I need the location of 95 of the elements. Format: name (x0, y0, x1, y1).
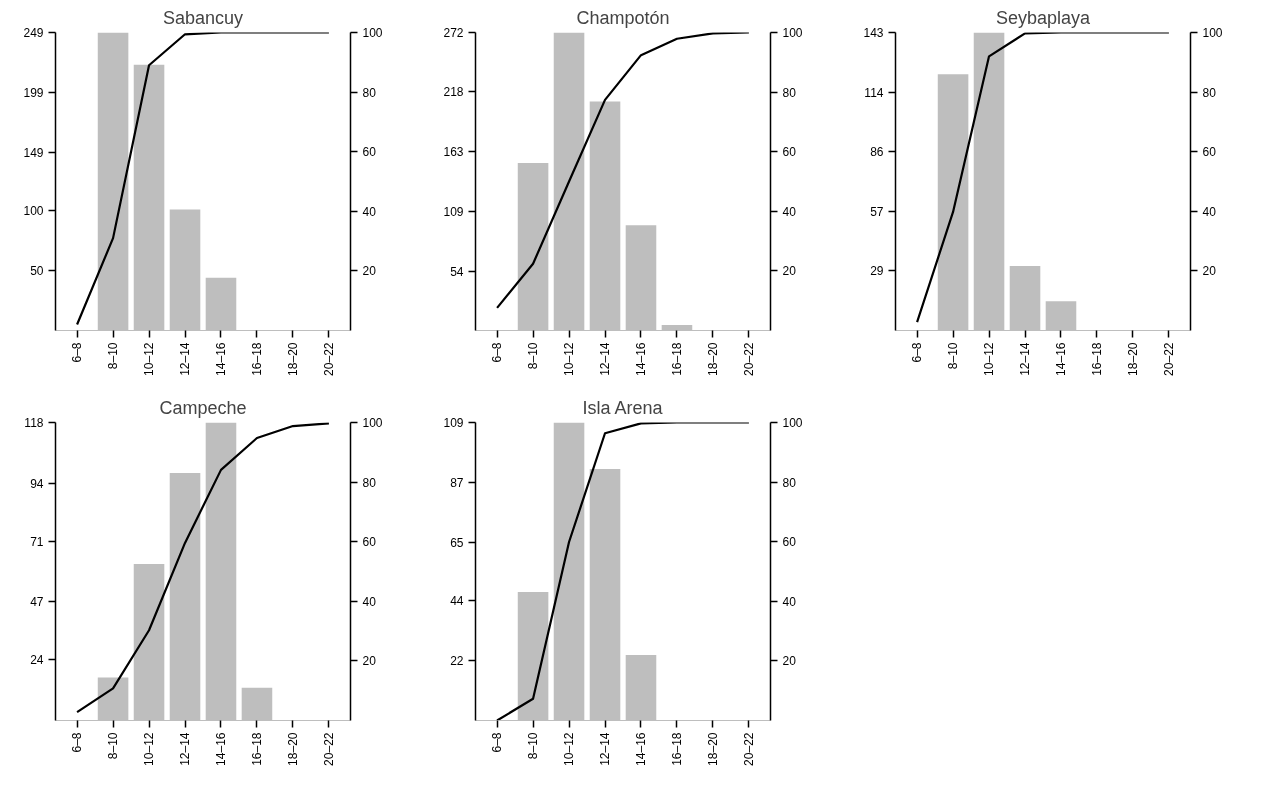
y-tick-label: 109 (443, 416, 464, 430)
y2-tick-label: 80 (362, 85, 377, 100)
y-tick-label: 44 (450, 593, 464, 608)
x-tick-label: 6–8 (490, 342, 505, 363)
y2-tick-label: 60 (782, 535, 797, 550)
y-tick-label: 50 (30, 264, 44, 279)
x-tick-label: 14–16 (633, 732, 648, 766)
chart-title: Seybaplaya (995, 7, 1092, 28)
y-tick-label: 71 (30, 534, 44, 549)
y-tick-label: 86 (870, 144, 884, 159)
y2-tick-label: 100 (782, 26, 803, 40)
x-tick-label: 12–14 (598, 732, 613, 766)
x-tick-label: 18–20 (285, 342, 300, 376)
y2-tick-label: 100 (362, 416, 383, 430)
y-tick-label: 163 (443, 145, 464, 160)
x-tick-label: 10–12 (142, 732, 157, 766)
y2-tick-label: 20 (362, 654, 377, 669)
chart-title: Sabancuy (162, 7, 244, 28)
x-tick-label: 14–16 (213, 732, 228, 766)
y-tick-label: 65 (450, 536, 464, 551)
x-tick-label: 14–16 (633, 342, 648, 376)
y-tick-label: 29 (870, 263, 884, 278)
y2-tick-label: 80 (782, 475, 797, 490)
x-tick-label: 20–22 (1161, 342, 1176, 376)
x-tick-label: 18–20 (705, 342, 720, 376)
x-tick-label: 12–14 (1018, 342, 1033, 376)
y2-tick-label: 80 (782, 85, 797, 100)
y2-tick-label: 40 (362, 594, 377, 609)
x-tick-label: 16–18 (669, 732, 684, 766)
x-tick-label: 16–18 (669, 342, 684, 376)
y-tick-label: 249 (23, 26, 44, 40)
x-tick-label: 20–22 (321, 342, 336, 376)
x-tick-label: 10–12 (982, 342, 997, 376)
y-tick-label: 143 (863, 26, 884, 40)
x-tick-label: 10–12 (562, 342, 577, 376)
x-tick-label: 20–22 (321, 732, 336, 766)
x-tick-label: 8–10 (526, 732, 541, 760)
y-tick-label: 118 (24, 416, 44, 430)
y-tick-label: 218 (443, 85, 464, 100)
y-tick-label: 272 (443, 26, 464, 40)
x-tick-label: 6–8 (70, 342, 85, 363)
y2-tick-label: 60 (782, 145, 797, 160)
y-tick-label: 57 (870, 205, 884, 220)
y-tick-label: 199 (23, 85, 44, 100)
x-tick-label: 8–10 (946, 342, 961, 370)
y2-tick-label: 100 (782, 416, 803, 430)
y-tick-label: 109 (443, 204, 464, 219)
x-tick-label: 16–18 (249, 342, 264, 376)
x-tick-label: 12–14 (598, 342, 613, 376)
y2-tick-label: 40 (782, 594, 797, 609)
y-tick-label: 47 (30, 595, 44, 610)
x-tick-label: 16–18 (1089, 342, 1104, 376)
y-tick-label: 54 (450, 264, 464, 279)
x-tick-label: 20–22 (741, 732, 756, 766)
x-tick-label: 10–12 (562, 732, 577, 766)
x-tick-label: 10–12 (142, 342, 157, 376)
y2-tick-label: 40 (362, 204, 377, 219)
x-tick-label: 18–20 (1125, 342, 1140, 376)
x-tick-label: 14–16 (1053, 342, 1068, 376)
y-tick-label: 22 (450, 653, 464, 668)
y2-tick-label: 100 (362, 26, 383, 40)
chart-title: Isla Arena (582, 397, 664, 418)
y2-tick-label: 20 (782, 654, 797, 669)
y2-tick-label: 20 (1202, 264, 1217, 279)
y2-tick-label: 80 (1202, 85, 1217, 100)
x-tick-label: 16–18 (249, 732, 264, 766)
y2-tick-label: 20 (782, 264, 797, 279)
y2-tick-label: 40 (1202, 204, 1217, 219)
y-tick-label: 87 (450, 476, 464, 491)
y-tick-label: 24 (30, 653, 44, 668)
x-tick-label: 20–22 (741, 342, 756, 376)
x-tick-label: 18–20 (705, 732, 720, 766)
y2-tick-label: 80 (362, 475, 377, 490)
y-tick-label: 100 (23, 204, 44, 219)
y2-tick-label: 40 (782, 204, 797, 219)
y-tick-label: 114 (864, 86, 884, 101)
x-tick-label: 6–8 (490, 732, 505, 753)
y2-tick-label: 60 (362, 535, 377, 550)
x-tick-label: 6–8 (70, 732, 85, 753)
x-tick-label: 8–10 (106, 342, 121, 370)
y-tick-label: 149 (23, 145, 44, 160)
y2-tick-label: 60 (1202, 145, 1217, 160)
y2-tick-label: 20 (362, 264, 377, 279)
y2-tick-label: 60 (362, 145, 377, 160)
chart-title: Campeche (159, 397, 247, 418)
x-tick-label: 12–14 (178, 732, 193, 766)
y2-tick-label: 100 (1202, 26, 1223, 40)
x-tick-label: 6–8 (910, 342, 925, 363)
x-tick-label: 8–10 (106, 732, 121, 760)
x-tick-label: 14–16 (213, 342, 228, 376)
x-tick-label: 18–20 (285, 732, 300, 766)
x-tick-label: 12–14 (178, 342, 193, 376)
x-tick-label: 8–10 (526, 342, 541, 370)
chart-title: Champotón (576, 7, 670, 28)
y-tick-label: 94 (30, 476, 44, 491)
